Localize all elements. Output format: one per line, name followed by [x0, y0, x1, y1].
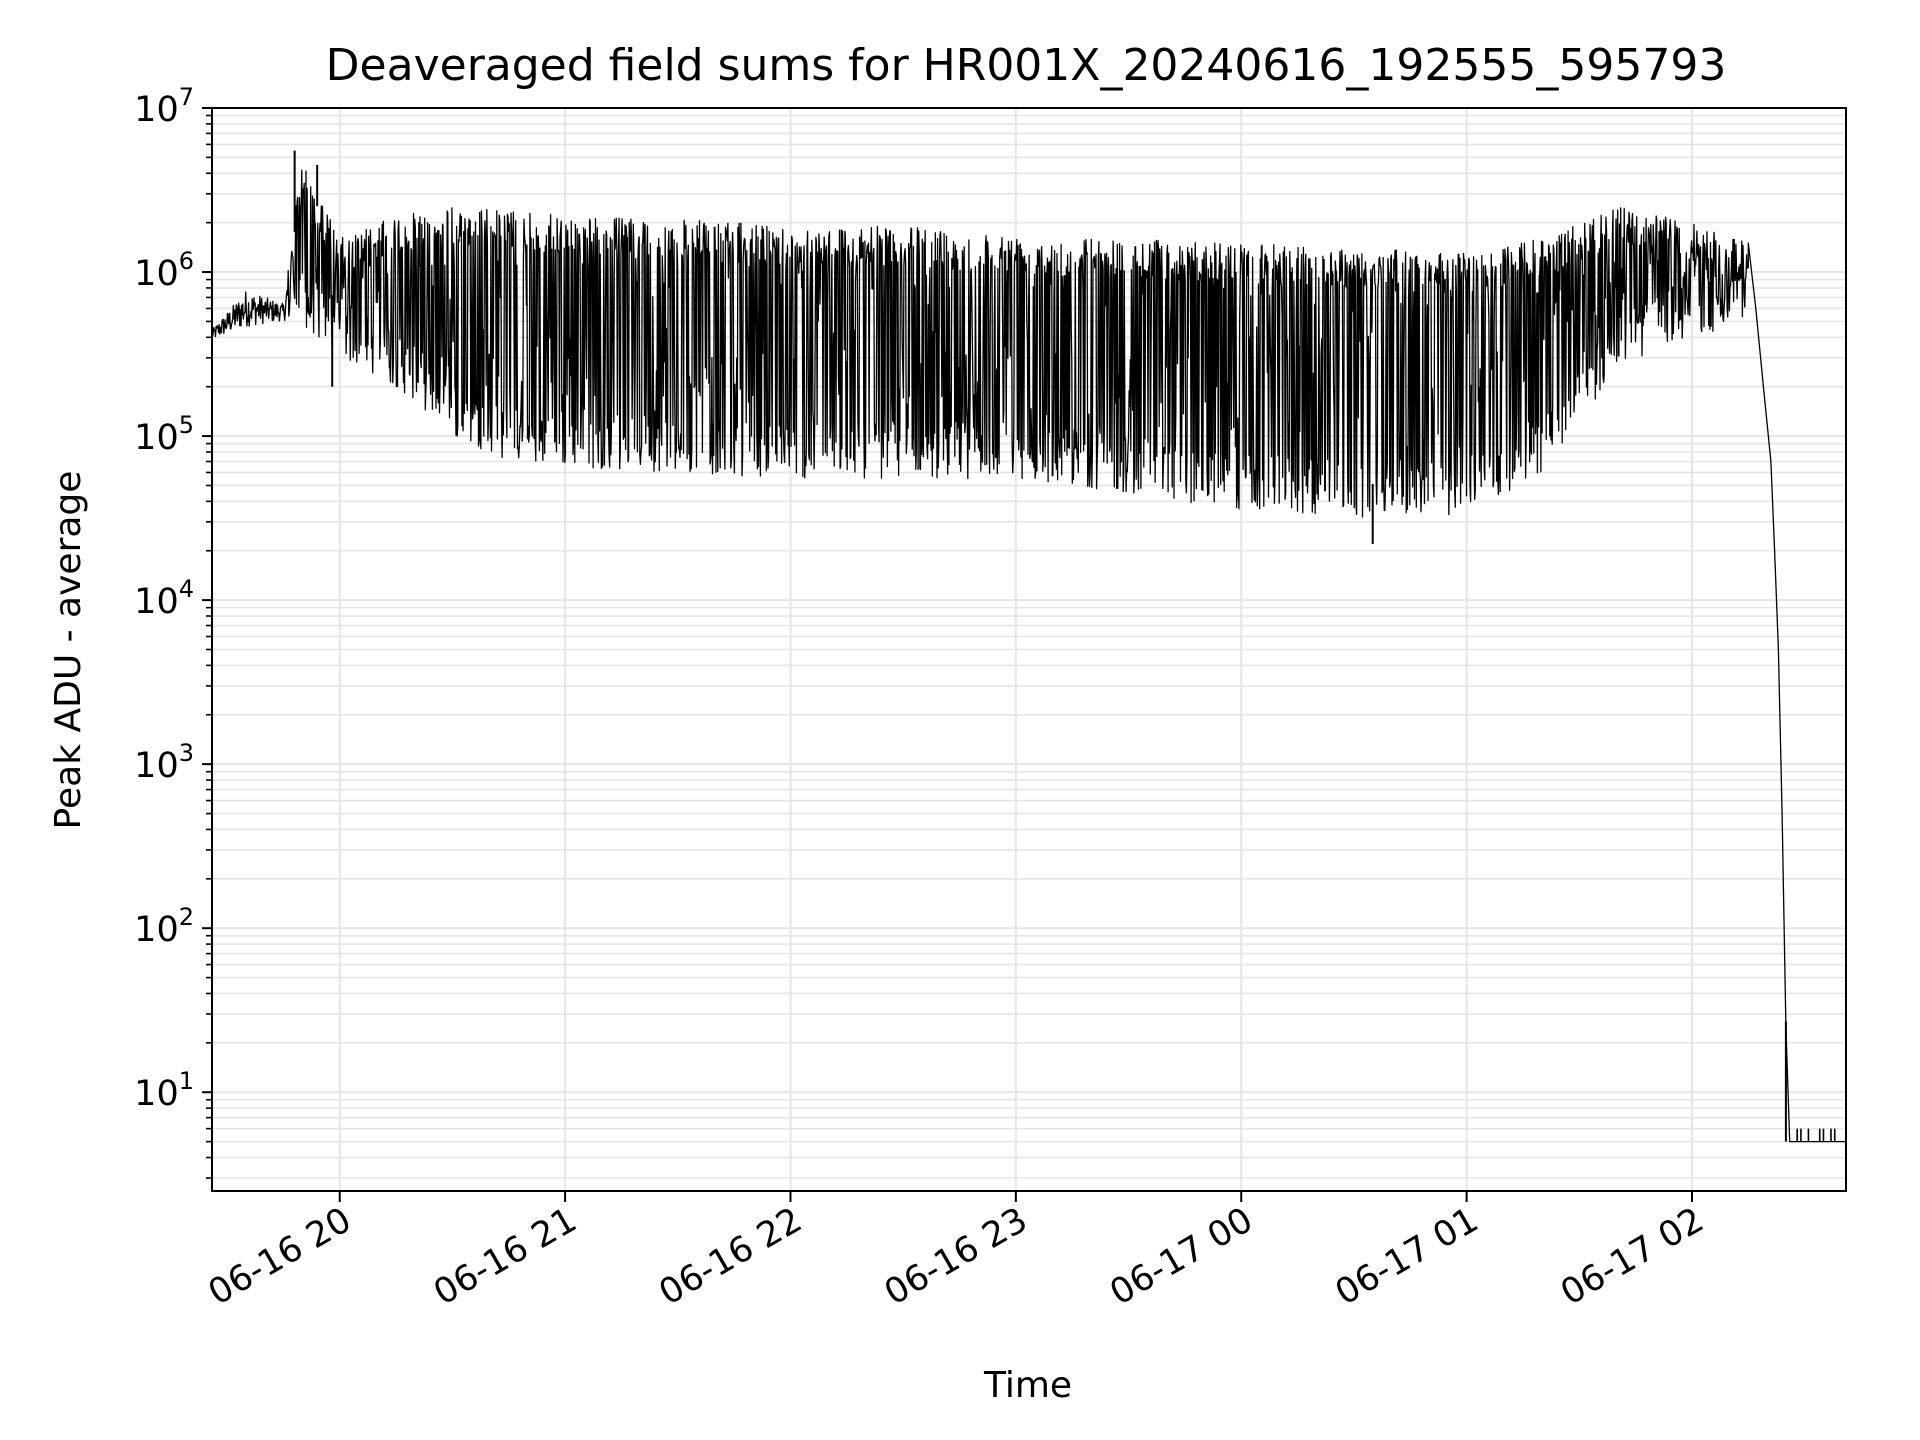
x-axis-label: Time	[983, 1365, 1072, 1406]
y-tick-label: 104	[134, 575, 194, 622]
y-tick-label: 106	[134, 247, 194, 294]
series-line	[211, 169, 1846, 1143]
y-tick-label: 107	[134, 83, 194, 130]
y-tick-label: 102	[134, 903, 194, 950]
y-axis-label: Peak ADU - average	[48, 471, 89, 830]
grid-lines	[212, 108, 1846, 1191]
y-tick-label: 105	[134, 411, 194, 458]
y-tick-label: 103	[134, 739, 194, 786]
y-tick-label: 101	[134, 1067, 194, 1114]
data-series	[211, 150, 1846, 1143]
y-axis: 101 102 103 104 105 106 107	[134, 83, 212, 1179]
chart-title: Deaveraged field sums for HR001X_2024061…	[326, 40, 1727, 91]
